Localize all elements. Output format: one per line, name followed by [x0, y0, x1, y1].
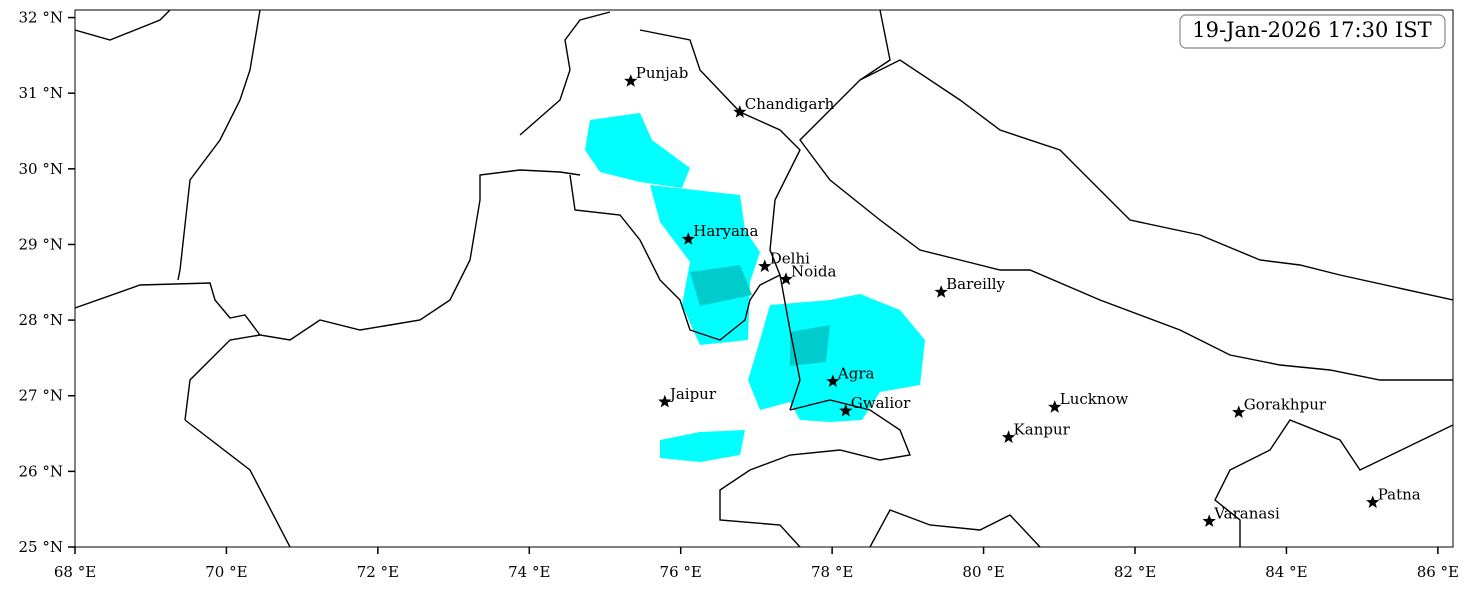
city-marker: [624, 74, 638, 87]
city-label: Lucknow: [1060, 390, 1129, 408]
city-label: Bareilly: [946, 275, 1005, 293]
border: [569, 29, 801, 341]
rain-core: [690, 265, 752, 306]
city-marker: [934, 285, 948, 298]
x-tick-label: 82 °E: [1114, 563, 1156, 581]
border: [184, 419, 291, 547]
y-tick-label: 25 °N: [19, 538, 63, 556]
borders: [75, 10, 1453, 547]
y-tick-label: 27 °N: [19, 387, 63, 405]
city-marker: [779, 272, 793, 285]
rain-area: [650, 185, 760, 345]
city-marker: [1202, 514, 1216, 527]
city-marker: [1232, 405, 1246, 418]
x-tick-label: 72 °E: [357, 563, 399, 581]
city-label: Gorakhpur: [1244, 395, 1327, 413]
city-marker: [1001, 430, 1016, 443]
city-marker: [1048, 400, 1062, 413]
rainfall: [585, 113, 925, 462]
city-label: Noida: [791, 262, 837, 280]
y-tick-label: 29 °N: [19, 235, 63, 253]
city-marker: [758, 259, 772, 273]
timestamp-box: [1179, 14, 1446, 49]
rain-area: [660, 430, 745, 462]
x-tick-label: 76 °E: [660, 563, 702, 581]
x-tick-label: 80 °E: [962, 563, 1004, 581]
border: [779, 274, 801, 411]
x-tick-label: 74 °E: [508, 563, 550, 581]
x-tick-label: 68 °E: [54, 563, 96, 581]
city-marker: [826, 374, 840, 387]
city-marker: [839, 403, 853, 417]
x-tick-label: 78 °E: [811, 563, 853, 581]
border: [177, 10, 261, 281]
rain-core: [790, 325, 830, 366]
city-label: Haryana: [693, 222, 758, 240]
border: [1214, 419, 1453, 547]
border: [869, 509, 1041, 547]
x-tick-label: 70 °E: [205, 563, 247, 581]
border: [184, 334, 261, 421]
city-marker: [681, 232, 695, 245]
city-label: Gwalior: [851, 394, 911, 412]
city-marker: [733, 105, 747, 118]
frame: [74, 9, 1454, 548]
city-label: Agra: [837, 364, 875, 382]
map-layers: [75, 10, 1453, 547]
timestamp: 19-Jan-2026 17:30 IST: [1192, 18, 1431, 42]
border: [859, 59, 1453, 301]
rain-area: [585, 113, 690, 188]
city-label: Delhi: [770, 249, 810, 267]
city-label: Patna: [1378, 485, 1421, 503]
border: [75, 10, 171, 41]
city-marker: [1366, 495, 1380, 508]
x-tick-label: 86 °E: [1417, 563, 1459, 581]
border: [75, 169, 581, 341]
y-tick-label: 31 °N: [19, 84, 63, 102]
border: [799, 10, 1453, 381]
axes: 68 °E 70 °E 72 °E 74 °E 76 °E 78 °E 80 °E 82 °E…: [19, 9, 1459, 581]
rain-area: [748, 294, 925, 422]
border: [519, 11, 611, 136]
border: [719, 399, 911, 547]
city-label: Kanpur: [1014, 420, 1071, 438]
y-tick-label: 26 °N: [19, 462, 63, 480]
city-label: Punjab: [636, 64, 689, 82]
city-label: Jaipur: [668, 385, 717, 403]
y-tick-label: 28 °N: [19, 311, 63, 329]
y-tick-label: 32 °N: [19, 9, 63, 27]
city-label: Varanasi: [1213, 504, 1280, 522]
y-tick-label: 30 °N: [19, 160, 63, 178]
x-tick-label: 84 °E: [1265, 563, 1307, 581]
city-marker: [658, 394, 672, 408]
city-label: Chandigarh: [745, 95, 835, 113]
